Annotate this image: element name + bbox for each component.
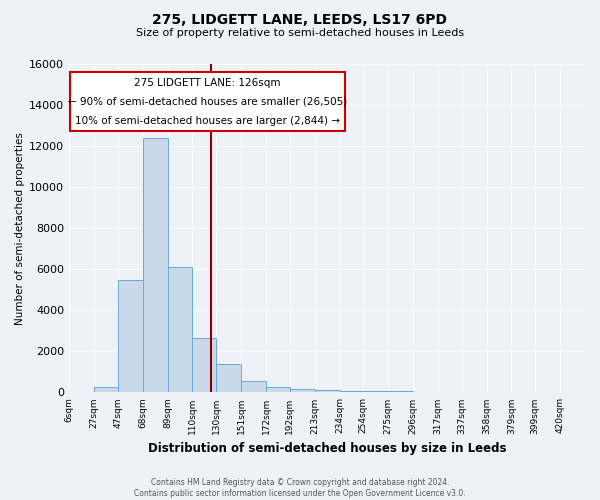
Bar — [290, 390, 314, 392]
Bar — [241, 382, 266, 392]
Bar — [118, 280, 143, 392]
Bar — [70, 72, 345, 132]
Bar — [94, 386, 118, 392]
X-axis label: Distribution of semi-detached houses by size in Leeds: Distribution of semi-detached houses by … — [148, 442, 506, 455]
Text: ← 90% of semi-detached houses are smaller (26,505): ← 90% of semi-detached houses are smalle… — [68, 97, 347, 107]
Text: Size of property relative to semi-detached houses in Leeds: Size of property relative to semi-detach… — [136, 28, 464, 38]
Bar — [193, 338, 216, 392]
Bar — [266, 386, 290, 392]
Text: Contains HM Land Registry data © Crown copyright and database right 2024.
Contai: Contains HM Land Registry data © Crown c… — [134, 478, 466, 498]
Text: 275 LIDGETT LANE: 126sqm: 275 LIDGETT LANE: 126sqm — [134, 78, 281, 88]
Bar — [143, 138, 167, 392]
Bar — [314, 390, 340, 392]
Text: 10% of semi-detached houses are larger (2,844) →: 10% of semi-detached houses are larger (… — [75, 116, 340, 126]
Bar — [363, 390, 388, 392]
Bar — [216, 364, 241, 392]
Text: 275, LIDGETT LANE, LEEDS, LS17 6PD: 275, LIDGETT LANE, LEEDS, LS17 6PD — [152, 12, 448, 26]
Y-axis label: Number of semi-detached properties: Number of semi-detached properties — [15, 132, 25, 324]
Bar — [340, 390, 363, 392]
Bar — [167, 267, 193, 392]
